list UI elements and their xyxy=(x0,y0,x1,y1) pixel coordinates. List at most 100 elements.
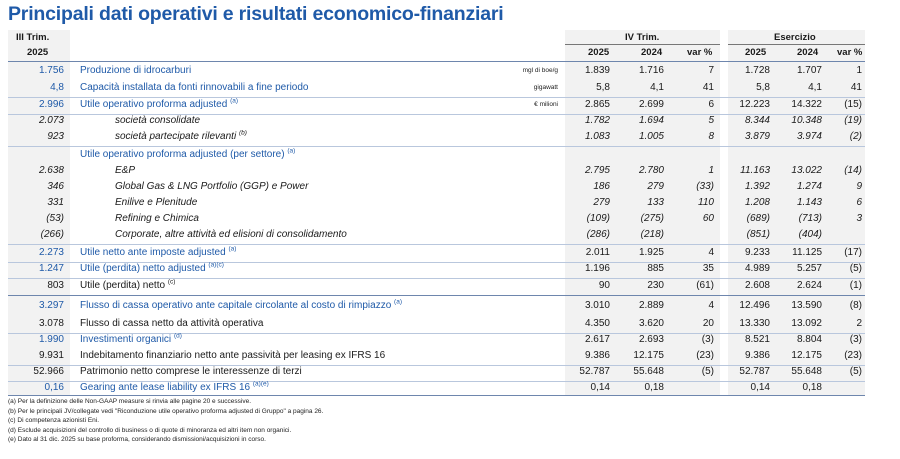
year-2024-value: 55.648 xyxy=(791,366,822,377)
year-var-value: (5) xyxy=(849,366,862,377)
q4-2025-value: (109) xyxy=(586,213,610,224)
q3-2025-value: 1.990 xyxy=(38,334,64,345)
year-2024-value: 11.125 xyxy=(792,247,822,258)
row-label-text: società consolidate xyxy=(115,115,201,126)
q4-2025-value: 1.782 xyxy=(584,115,610,126)
q4-var-value: 6 xyxy=(708,99,714,110)
q4-2025-value: 3.010 xyxy=(584,300,610,311)
year-2025-value: 9.386 xyxy=(744,350,770,361)
year-2025-value: (851) xyxy=(746,229,770,240)
q4-2024-value: 279 xyxy=(647,181,664,192)
footnote-ref: (d) xyxy=(173,332,182,340)
row-divider xyxy=(8,262,865,263)
q4-var-value: 4 xyxy=(708,247,714,258)
table-row: 1.756 Produzione di idrocarburi mgl di boe… xyxy=(0,63,900,79)
q4-2024-value: 133 xyxy=(647,197,664,208)
year-2025-value: 9.233 xyxy=(744,247,770,258)
year-var-value: (5) xyxy=(849,263,862,274)
q4-2025-value: 279 xyxy=(593,197,610,208)
q3-2025-value: 9.931 xyxy=(38,350,64,361)
q4-2025-value: 0,14 xyxy=(590,382,610,393)
year-2024-value: 0,18 xyxy=(802,382,822,393)
year-var-value: (23) xyxy=(844,350,862,361)
q4-var-value: 35 xyxy=(702,263,714,274)
q4-2024-value: 1.925 xyxy=(638,247,664,258)
q4-var-value: 8 xyxy=(708,131,714,142)
q4-var-value: 20 xyxy=(702,318,714,329)
table-row: (266) Corporate, altre attività ed elisio… xyxy=(0,227,900,243)
row-divider xyxy=(8,244,865,245)
year-2024-value: 12.175 xyxy=(791,350,822,361)
q3-2025-value: 2.638 xyxy=(38,165,64,176)
row-divider xyxy=(8,146,865,147)
year-var-value: (17) xyxy=(844,247,862,258)
q4-2025-value: 52.787 xyxy=(579,366,610,377)
header-q4-2024: 2024 xyxy=(641,47,663,58)
row-label-text: Investimenti organici xyxy=(80,334,172,345)
table-row: 0,16 Gearing ante lease liability ex IFRS… xyxy=(0,380,900,396)
year-2025-value: 2.608 xyxy=(744,280,770,291)
q3-2025-value: 3.078 xyxy=(38,318,64,329)
q4-2024-value: 230 xyxy=(647,280,664,291)
row-label: Patrimonio netto comprese le interessenz… xyxy=(80,364,302,380)
row-label: Flusso di cassa netto da attività operat… xyxy=(80,316,263,332)
year-2025-value: 5,8 xyxy=(756,82,770,93)
q4-var-value: 60 xyxy=(702,213,714,224)
year-2025-value: 12.496 xyxy=(739,300,770,311)
table-row: Utile operativo proforma adjusted (per s… xyxy=(0,147,900,163)
row-label: Flusso di cassa operativo ante capitale … xyxy=(80,298,402,314)
row-divider xyxy=(8,114,865,115)
q4-var-value: (33) xyxy=(696,181,714,192)
row-label-text: Gearing ante lease liability ex IFRS 16 xyxy=(80,382,251,393)
row-label: Utile (perdita) netto (c) xyxy=(80,278,175,294)
year-2025-value: 8.521 xyxy=(744,334,770,345)
q4-2025-value: 1.196 xyxy=(584,263,610,274)
row-label-text: Enilive e Plenitude xyxy=(115,197,198,208)
row-label-text: Flusso di cassa netto da attività operat… xyxy=(80,318,264,329)
year-var-value: (8) xyxy=(849,300,862,311)
footnote-ref: (a) xyxy=(394,298,402,306)
footnote-ref: (c) xyxy=(167,278,176,286)
q4-var-value: (3) xyxy=(701,334,714,345)
q3-2025-value: 1.247 xyxy=(38,263,64,274)
table-row: 52.966 Patrimonio netto comprese le inter… xyxy=(0,364,900,380)
row-label-text: Capacità installata da fonti rinnovabili… xyxy=(80,82,309,93)
q4-2025-value: 2.011 xyxy=(585,247,610,258)
table-row: 1.247 Utile (perdita) netto adjusted (a)(… xyxy=(0,261,900,277)
year-2025-value: 0,14 xyxy=(750,382,770,393)
year-2025-value: 1.392 xyxy=(744,181,770,192)
q4-2025-value: 1.083 xyxy=(584,131,610,142)
row-label-text: Indebitamento finanziario netto ante pas… xyxy=(80,350,386,361)
row-label: Gearing ante lease liability ex IFRS 16 … xyxy=(80,380,269,396)
q3-2025-value: 331 xyxy=(47,197,64,208)
row-label-text: Utile netto ante imposte adjusted xyxy=(80,247,226,258)
year-2024-value: 13.092 xyxy=(791,318,822,329)
footnote: (b) Per le principali JV/collegate vedi … xyxy=(8,407,324,415)
table-row: 1.990 Investimenti organici (d) 2.617 2.693… xyxy=(0,332,900,348)
q3-2025-value: 1.756 xyxy=(38,65,64,76)
row-label: Indebitamento finanziario netto ante pas… xyxy=(80,348,385,364)
unit-label: € milioni xyxy=(534,101,558,108)
row-label-text: Utile (perdita) netto xyxy=(80,280,166,291)
q4-var-value: 5 xyxy=(708,115,714,126)
table-row: 331 Enilive e Plenitude 279 133 110 1.208 1.14… xyxy=(0,195,900,211)
row-label: Investimenti organici (d) xyxy=(80,332,182,348)
table-row: 346 Global Gas & LNG Portfolio (GGP) e Po… xyxy=(0,179,900,195)
row-label: Refining e Chimica xyxy=(115,211,199,227)
q4-var-value: (5) xyxy=(701,366,714,377)
year-2024-value: 5.257 xyxy=(796,263,822,274)
q3-2025-value: 3.297 xyxy=(38,300,64,311)
year-2025-value: 3.879 xyxy=(744,131,770,142)
row-label-text: Utile operativo proforma adjusted (per s… xyxy=(80,149,285,160)
q4-2024-value: 0,18 xyxy=(644,382,664,393)
year-2024-value: 4,1 xyxy=(808,82,822,93)
q4-2024-value: 885 xyxy=(647,263,664,274)
year-var-value: (15) xyxy=(844,99,862,110)
q4-2024-value: 1.005 xyxy=(638,131,664,142)
q3-2025-value: 923 xyxy=(47,131,64,142)
table-row: (53) Refining e Chimica (109) (275) 60 (689) (… xyxy=(0,211,900,227)
header-q4-rule xyxy=(565,44,720,45)
q4-2024-value: 55.648 xyxy=(633,366,664,377)
q4-var-value: 4 xyxy=(708,300,714,311)
footnote: (d) Esclude acquisizioni del controllo d… xyxy=(8,426,292,434)
